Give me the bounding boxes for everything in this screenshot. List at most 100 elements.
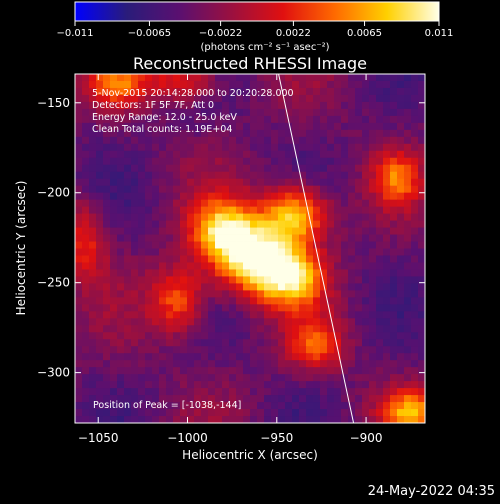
heatmap-cell [222,213,230,221]
heatmap-cell [103,171,111,180]
heatmap-cell [89,402,97,410]
heatmap-cell [348,206,356,214]
heatmap-cell [362,269,370,277]
heatmap-cell [243,269,251,277]
heatmap-cell [89,185,97,194]
heatmap-cell [103,122,111,131]
heatmap-cell [411,129,419,138]
heatmap-cell [229,283,237,291]
heatmap-cell [257,297,265,305]
heatmap-cell [250,409,258,417]
heatmap-cell [327,262,335,270]
heatmap-cell [334,101,342,110]
heatmap-cell [397,129,405,138]
heatmap-cell [215,74,223,82]
heatmap-cell [138,178,146,187]
heatmap-cell [355,381,363,389]
heatmap-cell [355,157,363,166]
heatmap-cell [327,381,335,389]
heatmap-cell [334,255,342,263]
heatmap-cell [243,206,251,214]
heatmap-cell [110,374,118,382]
heatmap-cell [404,199,412,208]
heatmap-cell [96,402,104,410]
heatmap-cell [313,213,321,221]
heatmap-cell [313,178,321,187]
heatmap-cell [369,101,377,110]
heatmap-cell [264,87,272,96]
heatmap-cell [285,87,293,96]
heatmap-cell [299,213,307,221]
heatmap-cell [250,388,258,396]
heatmap-cell [243,129,251,138]
heatmap-cell [306,332,314,340]
heatmap-cell [411,234,419,242]
heatmap-cell [201,409,209,417]
heatmap-cell [138,136,146,145]
heatmap-cell [299,206,307,214]
heatmap-cell [257,304,265,312]
heatmap-cell [215,164,223,173]
heatmap-cell [250,122,258,131]
heatmap-cell [152,241,160,249]
heatmap-cell [278,220,286,228]
heatmap-cell [96,150,104,159]
heatmap-cell [292,94,300,103]
heatmap-cell [208,297,216,305]
heatmap-cell [152,227,160,235]
heatmap-cell [362,143,370,152]
heatmap-cell [166,192,174,201]
heatmap-cell [110,129,118,138]
heatmap-cell [89,213,97,221]
heatmap-cell [89,395,97,403]
heatmap-cell [166,94,174,103]
heatmap-cell [264,388,272,396]
heatmap-cell [215,171,223,180]
heatmap-cell [376,199,384,208]
heatmap-cell [320,101,328,110]
heatmap-cell [173,353,181,361]
heatmap-cell [369,381,377,389]
heatmap-cell [341,164,349,173]
heatmap-cell [404,353,412,361]
heatmap-cell [369,395,377,403]
heatmap-cell [257,388,265,396]
heatmap-cell [313,388,321,396]
heatmap-cell [236,402,244,410]
heatmap-cell [348,143,356,152]
y-tick-label: −250 [37,276,70,290]
heatmap-cell [383,283,391,291]
heatmap-cell [187,318,195,326]
heatmap-cell [243,192,251,201]
heatmap-cell [180,143,188,152]
heatmap-cell [215,122,223,131]
heatmap-cell [131,220,139,228]
heatmap-cell [243,150,251,159]
heatmap-cell [418,80,425,89]
heatmap-cell [103,402,111,410]
heatmap-cell [110,367,118,375]
heatmap-cell [369,178,377,187]
heatmap-cell [166,122,174,131]
heatmap-cell [404,332,412,340]
heatmap-cell [257,409,265,417]
heatmap-cell [271,248,279,256]
heatmap-cell [250,395,258,403]
heatmap-cell [327,283,335,291]
heatmap-cell [404,297,412,305]
heatmap-cell [369,325,377,333]
heatmap-cell [404,129,412,138]
heatmap-cell [215,220,223,228]
heatmap-cell [229,402,237,410]
heatmap-cell [257,199,265,208]
heatmap-cell [257,248,265,256]
heatmap-cell [320,199,328,208]
heatmap-cell [355,416,363,423]
heatmap-cell [159,248,167,256]
heatmap-cell [222,157,230,166]
heatmap-cell [236,234,244,242]
heatmap-cell [327,374,335,382]
heatmap-cell [411,87,419,96]
heatmap-cell [306,164,314,173]
heatmap-cell [320,94,328,103]
